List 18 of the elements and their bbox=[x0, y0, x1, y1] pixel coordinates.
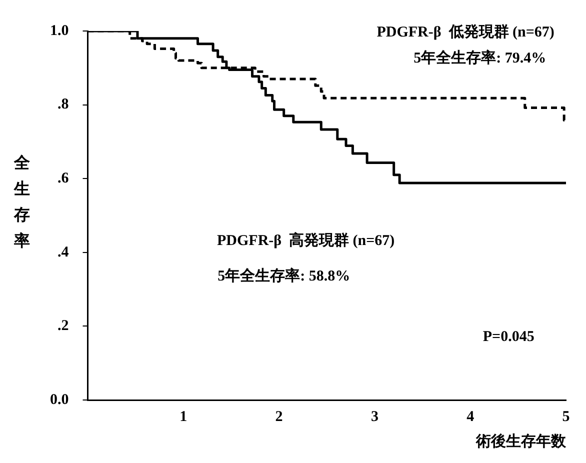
x-tick-label: 4 bbox=[466, 408, 475, 425]
x-tick-label: 3 bbox=[370, 408, 378, 425]
annotation: P=0.045 bbox=[482, 329, 534, 346]
annotation: 5年全生存率: 58.8% bbox=[218, 266, 350, 284]
y-tick-label: .8 bbox=[58, 96, 69, 113]
y-tick-label: 0.0 bbox=[50, 392, 69, 408]
annotation: PDGFR-β 低発現群 (n=67) bbox=[376, 24, 554, 41]
x-axis-title: 術後生存年数 bbox=[475, 432, 567, 450]
annotation: 5年全生存率: 79.4% bbox=[414, 48, 546, 67]
y-tick-label: .6 bbox=[58, 170, 70, 186]
y-axis-title: 全生存率 bbox=[12, 152, 31, 252]
y-tick-label: 1.0 bbox=[50, 22, 69, 39]
y-tick-label: .2 bbox=[58, 318, 69, 334]
y-tick-label: .4 bbox=[58, 244, 70, 260]
annotation: PDGFR-β 高発現群 (n=67) bbox=[216, 231, 395, 250]
x-tick-label: 2 bbox=[275, 408, 283, 425]
x-tick-label: 1 bbox=[180, 408, 188, 425]
x-tick-label: 5 bbox=[562, 408, 570, 425]
